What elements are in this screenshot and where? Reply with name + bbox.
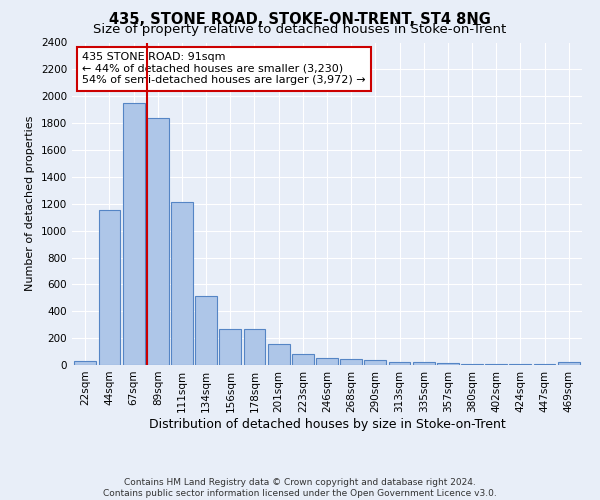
- Bar: [74, 361, 96, 365]
- Text: Size of property relative to detached houses in Stoke-on-Trent: Size of property relative to detached ho…: [94, 22, 506, 36]
- Bar: [533, 364, 556, 365]
- Bar: [558, 362, 580, 365]
- Text: 435, STONE ROAD, STOKE-ON-TRENT, ST4 8NG: 435, STONE ROAD, STOKE-ON-TRENT, ST4 8NG: [109, 12, 491, 28]
- Bar: [220, 330, 241, 365]
- Bar: [389, 362, 410, 365]
- Bar: [244, 330, 265, 365]
- Bar: [292, 354, 314, 365]
- Bar: [461, 364, 483, 365]
- Bar: [509, 364, 531, 365]
- Bar: [316, 358, 338, 365]
- Bar: [437, 363, 459, 365]
- Bar: [268, 344, 290, 365]
- Bar: [123, 103, 145, 365]
- Text: Contains HM Land Registry data © Crown copyright and database right 2024.
Contai: Contains HM Land Registry data © Crown c…: [103, 478, 497, 498]
- Y-axis label: Number of detached properties: Number of detached properties: [25, 116, 35, 292]
- Bar: [485, 364, 507, 365]
- Text: 435 STONE ROAD: 91sqm
← 44% of detached houses are smaller (3,230)
54% of semi-d: 435 STONE ROAD: 91sqm ← 44% of detached …: [82, 52, 366, 86]
- Bar: [171, 202, 193, 365]
- Bar: [413, 362, 434, 365]
- Bar: [364, 360, 386, 365]
- Bar: [340, 359, 362, 365]
- Bar: [195, 296, 217, 365]
- Bar: [147, 118, 169, 365]
- Bar: [98, 210, 121, 365]
- X-axis label: Distribution of detached houses by size in Stoke-on-Trent: Distribution of detached houses by size …: [149, 418, 505, 430]
